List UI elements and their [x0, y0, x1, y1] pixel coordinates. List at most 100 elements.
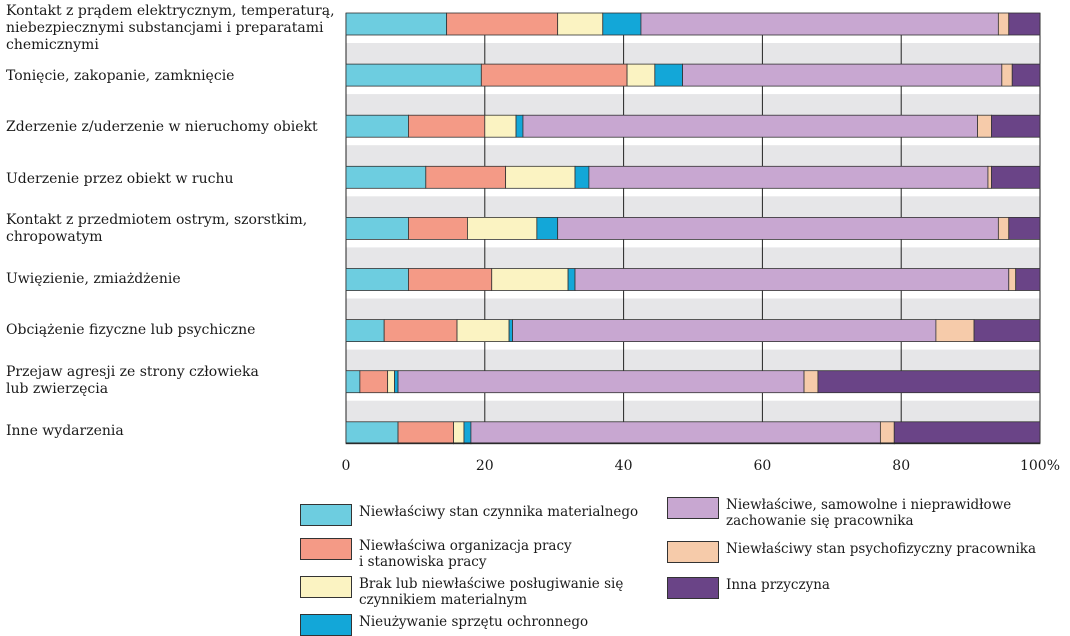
bar-segment	[973, 319, 1041, 343]
bar-segment	[345, 12, 448, 36]
category-label: Przejaw agresji ze strony człowieka lub …	[6, 364, 259, 397]
legend-swatch	[667, 577, 719, 599]
legend-label: Niewłaściwa organizacja pracy i stanowis…	[359, 538, 572, 570]
bar-segment	[383, 319, 458, 343]
legend-label: Brak lub niewłaściwe posługiwanie się cz…	[359, 576, 624, 608]
bar-segment	[987, 165, 992, 189]
x-tick-label: 20	[476, 458, 494, 474]
row-separator	[346, 86, 1040, 95]
legend-label: Niewłaściwy stan czynnika materialnego	[359, 504, 639, 520]
row-separator	[346, 341, 1040, 350]
bar-segment	[997, 216, 1010, 240]
legend-item: Niewłaściwe, samowolne i nieprawidłowe z…	[667, 497, 1011, 529]
legend-swatch	[300, 504, 352, 526]
row-separator	[346, 239, 1040, 248]
bar-segment	[408, 268, 493, 291]
bar-segment	[345, 370, 361, 394]
row-separator	[346, 392, 1040, 401]
bar-segment	[408, 114, 486, 138]
bar-segment	[345, 63, 482, 87]
bar-segment	[588, 165, 989, 189]
row-separator	[346, 188, 1040, 197]
legend-label: Nieużywanie sprzętu ochronnego	[359, 614, 589, 630]
bar-segment	[1015, 268, 1041, 291]
bar-segment	[879, 421, 895, 445]
bar-segment	[345, 421, 399, 445]
bar-segment	[626, 63, 656, 87]
legend-item: Brak lub niewłaściwe posługiwanie się cz…	[300, 576, 623, 608]
bar-segment	[803, 370, 819, 394]
legend-label: Inna przyczyna	[726, 577, 830, 593]
bar-segment	[446, 12, 559, 36]
x-tick-label: 40	[615, 458, 633, 474]
bar-segment	[682, 63, 1003, 87]
bar-segment	[508, 319, 513, 343]
bar-segment	[470, 421, 881, 445]
bar-segment	[512, 319, 937, 343]
legend-item: Niewłaściwa organizacja pracy i stanowis…	[300, 538, 572, 570]
bar-segment	[397, 421, 454, 445]
row-separator	[346, 290, 1040, 299]
bar-segment	[654, 63, 683, 87]
bar-segment	[1008, 12, 1041, 36]
legend-label: Niewłaściwe, samowolne i nieprawidłowe z…	[726, 497, 1012, 529]
legend-swatch	[300, 576, 352, 598]
bar-segment	[345, 114, 409, 138]
bar-segment	[359, 370, 389, 394]
bar-segment	[453, 421, 465, 445]
bar-segment	[456, 319, 510, 343]
legend-swatch	[300, 538, 352, 560]
legend-swatch	[300, 614, 352, 636]
category-label: Kontakt z przedmiotem ostrym, szorstkim,…	[6, 212, 308, 245]
legend-item: Nieużywanie sprzętu ochronnego	[300, 614, 588, 636]
bar-segment	[345, 319, 385, 343]
bar-segment	[394, 370, 399, 394]
category-label: Inne wydarzenia	[6, 423, 124, 439]
x-tick-label: 100%	[1020, 458, 1060, 474]
x-tick-label: 60	[753, 458, 771, 474]
bar-segment	[345, 165, 427, 189]
row-separator	[346, 137, 1040, 146]
bar-segment	[397, 370, 805, 394]
category-label: Tonięcie, zakopanie, zamknięcie	[6, 68, 235, 84]
bar-segment	[602, 12, 642, 36]
bar-segment	[1008, 216, 1041, 240]
row-separator	[346, 35, 1040, 43]
bar-segment	[1008, 268, 1017, 291]
bar-segment	[991, 114, 1041, 138]
bar-segment	[345, 216, 409, 240]
x-tick-label: 0	[342, 458, 351, 474]
bar-segment	[893, 421, 1041, 445]
category-label: Zderzenie z/uderzenie w nieruchomy obiek…	[6, 119, 318, 135]
bar-segment	[574, 268, 1010, 291]
bar-segment	[387, 370, 395, 394]
legend-item: Niewłaściwy stan psychofizyczny pracowni…	[667, 541, 1036, 563]
bar-segment	[1001, 63, 1013, 87]
legend-item: Inna przyczyna	[667, 577, 830, 599]
bar-segment	[425, 165, 507, 189]
legend-item: Niewłaściwy stan czynnika materialnego	[300, 504, 638, 526]
bar-segment	[345, 268, 409, 291]
bar-segment	[463, 421, 472, 445]
bar-segment	[515, 114, 524, 138]
bar-segment	[505, 165, 576, 189]
bar-segment	[991, 165, 1041, 189]
category-label: Kontakt z prądem elektrycznym, temperatu…	[6, 3, 335, 53]
bar-segment	[1011, 63, 1041, 87]
bar-segment	[640, 12, 999, 36]
bar-segment	[467, 216, 538, 240]
legend-swatch	[667, 541, 719, 563]
legend-label: Niewłaściwy stan psychofizyczny pracowni…	[726, 541, 1037, 557]
bar-segment	[557, 12, 604, 36]
bar-segment	[557, 216, 999, 240]
category-label: Uderzenie przez obiekt w ruchu	[6, 171, 234, 187]
bar-segment	[567, 268, 576, 291]
bar-segment	[574, 165, 590, 189]
bar-segment	[935, 319, 975, 343]
legend-swatch	[667, 497, 719, 519]
bar-segment	[536, 216, 559, 240]
bar-segment	[480, 63, 628, 87]
x-tick-label: 80	[892, 458, 910, 474]
bar-segment	[484, 114, 517, 138]
stacked-bar-chart: 0 20 40 60 80 100%	[342, 12, 1060, 474]
